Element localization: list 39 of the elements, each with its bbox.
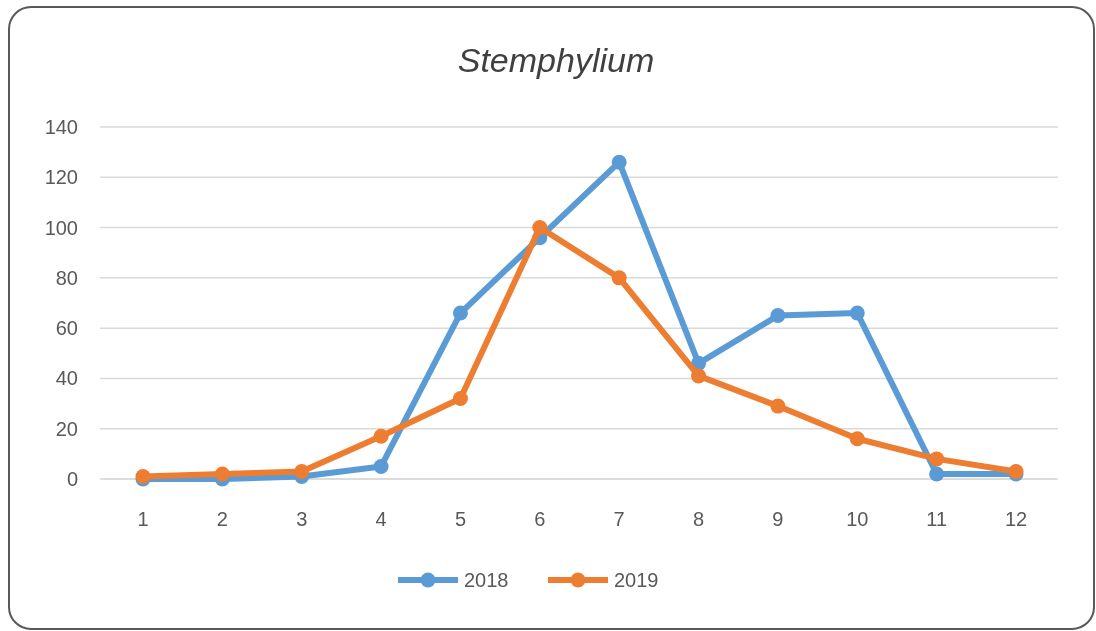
y-tick-label: 20 — [55, 417, 78, 440]
x-tick-label: 12 — [1004, 508, 1028, 530]
y-tick-label: 80 — [55, 266, 78, 289]
point — [770, 398, 786, 414]
point — [373, 428, 389, 444]
point — [849, 305, 865, 321]
point — [611, 154, 627, 170]
point — [452, 305, 468, 321]
legend-label: 2018 — [464, 569, 509, 591]
point — [691, 368, 707, 384]
x-tick-label: 7 — [613, 508, 625, 530]
point — [611, 270, 627, 286]
y-tick-label: 120 — [44, 166, 78, 189]
point — [929, 466, 945, 482]
point — [532, 220, 548, 236]
y-tick-label: 140 — [44, 116, 78, 138]
point — [770, 308, 786, 324]
point — [294, 463, 310, 479]
point — [214, 466, 230, 482]
point — [929, 451, 945, 467]
point — [373, 458, 389, 474]
x-tick-label: 10 — [846, 508, 869, 530]
y-tick-label: 60 — [55, 317, 78, 340]
x-tick-label: 4 — [375, 508, 387, 530]
point — [452, 391, 468, 407]
x-tick-label: 5 — [454, 508, 467, 530]
x-tick-label: 6 — [534, 508, 546, 530]
legend-label: 2019 — [614, 569, 659, 591]
chart-title: Stemphylium — [457, 41, 655, 79]
x-tick-label: 3 — [296, 508, 308, 530]
x-tick-label: 1 — [137, 508, 149, 530]
y-tick-label: 100 — [44, 216, 78, 239]
x-tick-label: 8 — [692, 508, 705, 530]
x-tick-label: 2 — [216, 508, 228, 530]
x-tick-label: 9 — [772, 508, 784, 530]
point — [849, 431, 865, 447]
y-tick-label: 0 — [66, 468, 78, 490]
y-tick-label: 40 — [55, 367, 78, 390]
x-tick-label: 11 — [926, 508, 948, 530]
